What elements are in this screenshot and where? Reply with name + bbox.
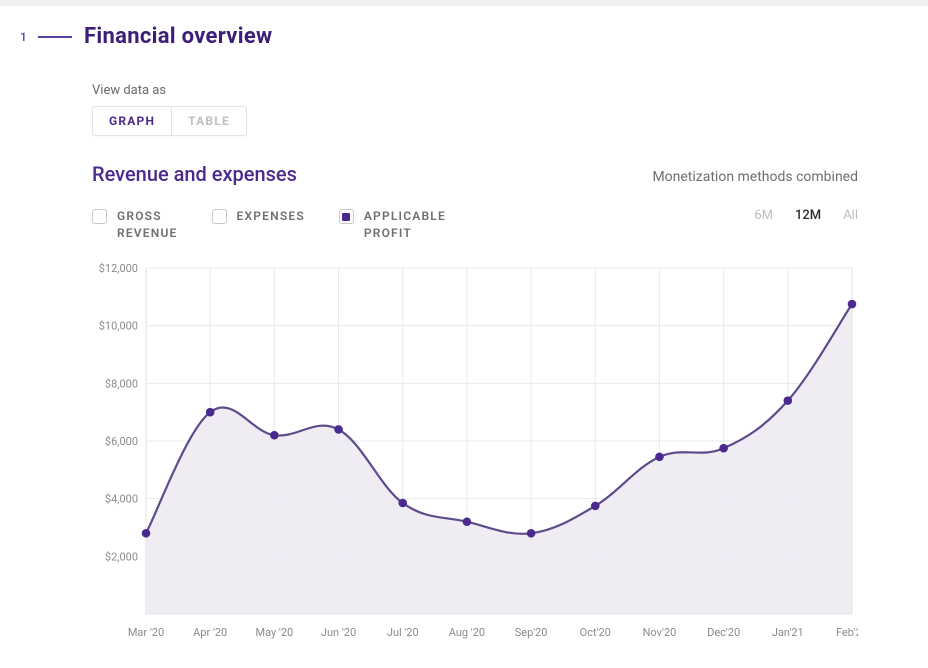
checkbox-gross-revenue[interactable]: GROSS REVENUE [92,208,178,242]
page-header: 1 Financial overview [0,6,928,49]
view-toggle-graph[interactable]: GRAPH [93,107,171,135]
revenue-chart: $2,000 $4,000 $6,000 $8,000 $10,000 $12,000 Ma… [92,260,858,652]
step-number: 1 [20,30,34,44]
view-toggle-table[interactable]: TABLE [171,107,246,135]
checkbox-box-icon [212,209,227,224]
svg-text:$10,000: $10,000 [99,319,138,332]
checkbox-box-icon [92,209,107,224]
svg-text:Feb'21: Feb'21 [836,626,858,639]
svg-text:Jan'21: Jan'21 [772,626,804,639]
svg-text:$4,000: $4,000 [105,492,138,505]
series-checkboxes: GROSS REVENUE EXPENSES APPLICABLE PROFIT [92,208,446,242]
svg-text:Mar '20: Mar '20 [128,626,164,639]
svg-text:Jun '20: Jun '20 [321,626,356,639]
checkbox-label: APPLICABLE PROFIT [364,208,446,242]
page-title: Financial overview [84,24,272,49]
svg-text:Sep'20: Sep'20 [515,626,548,639]
view-as-label: View data as [92,83,858,98]
svg-text:May '20: May '20 [255,626,293,639]
checkbox-expenses[interactable]: EXPENSES [212,208,305,242]
svg-text:Apr '20: Apr '20 [193,626,227,639]
checkbox-label: EXPENSES [237,208,305,225]
svg-text:Jul '20: Jul '20 [387,626,419,639]
range-all[interactable]: All [843,208,858,223]
svg-text:Aug '20: Aug '20 [449,626,485,639]
checkbox-label-line: GROSS [117,209,162,223]
time-range-selector: 6M 12M All [754,208,858,223]
checkbox-label-line: APPLICABLE [364,209,446,223]
section-title: Revenue and expenses [92,162,297,186]
section-subtitle: Monetization methods combined [652,169,858,185]
step-indicator-line [38,36,72,38]
range-12m[interactable]: 12M [795,208,821,223]
svg-text:Nov'20: Nov'20 [643,626,677,639]
chart-svg: $2,000 $4,000 $6,000 $8,000 $10,000 $12,000 Ma… [92,260,858,652]
svg-text:$2,000: $2,000 [105,550,138,563]
checkbox-applicable-profit[interactable]: APPLICABLE PROFIT [339,208,446,242]
checkbox-label: GROSS REVENUE [117,208,178,242]
svg-text:$6,000: $6,000 [105,435,138,448]
checkbox-label-line: REVENUE [117,226,178,240]
svg-text:Dec'20: Dec'20 [707,626,740,639]
range-6m[interactable]: 6M [754,208,773,223]
svg-text:$8,000: $8,000 [105,377,138,390]
checkbox-label-line: PROFIT [364,226,412,240]
svg-text:$12,000: $12,000 [99,262,138,275]
checkbox-box-icon [339,209,354,224]
view-toggle: GRAPH TABLE [92,106,247,136]
svg-text:Oct'20: Oct'20 [580,626,611,639]
